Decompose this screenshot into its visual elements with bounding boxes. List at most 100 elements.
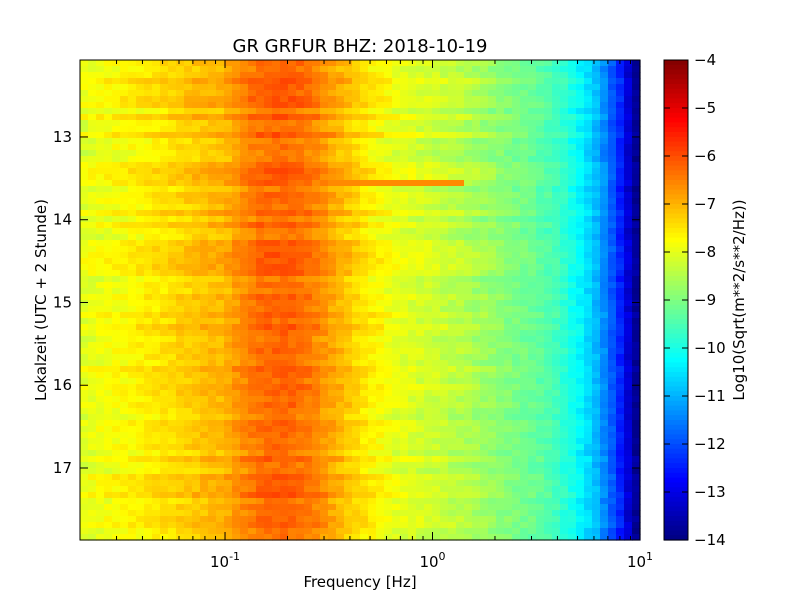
heatmap-cell xyxy=(296,300,305,307)
heatmap-cell xyxy=(528,282,537,289)
heatmap-cell xyxy=(96,354,105,361)
heatmap-cell xyxy=(248,144,257,151)
heatmap-cell xyxy=(232,132,241,139)
heatmap-cell xyxy=(360,156,369,163)
heatmap-cell xyxy=(176,348,185,355)
heatmap-cell xyxy=(184,450,193,457)
heatmap-cell xyxy=(232,204,241,211)
heatmap-cell xyxy=(488,456,497,463)
heatmap-cell xyxy=(96,72,105,79)
heatmap-cell xyxy=(304,192,313,199)
heatmap-cell xyxy=(224,102,233,109)
heatmap-cell xyxy=(136,366,145,373)
heatmap-cell xyxy=(232,408,241,415)
heatmap-cell xyxy=(560,366,569,373)
heatmap-cell xyxy=(160,300,169,307)
heatmap-cell xyxy=(408,408,417,415)
heatmap-cell xyxy=(160,336,169,343)
heatmap-cell xyxy=(344,444,353,451)
heatmap-cell xyxy=(328,330,337,337)
heatmap-cell xyxy=(224,420,233,427)
heatmap-cell xyxy=(568,444,577,451)
heatmap-cell xyxy=(208,126,217,133)
heatmap-cell xyxy=(632,336,641,343)
heatmap-cell xyxy=(296,270,305,277)
heatmap-cell xyxy=(192,294,201,301)
heatmap-cell xyxy=(440,174,449,181)
heatmap-cell xyxy=(432,480,441,487)
heatmap-cell xyxy=(200,96,209,103)
heatmap-cell xyxy=(408,324,417,331)
heatmap-cell xyxy=(576,186,585,193)
heatmap-cell xyxy=(352,126,361,133)
heatmap-cell xyxy=(360,252,369,259)
heatmap-cell xyxy=(432,156,441,163)
heatmap-cell xyxy=(240,126,249,133)
heatmap-cell xyxy=(632,354,641,361)
heatmap-cell xyxy=(128,66,137,73)
heatmap-cell xyxy=(376,174,385,181)
heatmap-cell xyxy=(368,270,377,277)
heatmap-cell xyxy=(120,468,129,475)
heatmap-cell xyxy=(152,426,161,433)
heatmap-cell xyxy=(88,444,97,451)
heatmap-cell xyxy=(312,198,321,205)
heatmap-cell xyxy=(296,180,305,187)
heatmap-cell xyxy=(224,252,233,259)
heatmap-cell xyxy=(128,102,137,109)
heatmap-cell xyxy=(440,258,449,265)
heatmap-cell xyxy=(576,78,585,85)
heatmap-cell xyxy=(152,474,161,481)
heatmap-cell xyxy=(136,156,145,163)
heatmap-cell xyxy=(128,396,137,403)
heatmap-cell xyxy=(584,204,593,211)
heatmap-cell xyxy=(104,78,113,85)
heatmap-cell xyxy=(456,318,465,325)
heatmap-cell xyxy=(384,396,393,403)
heatmap-cell xyxy=(184,402,193,409)
heatmap-cell xyxy=(424,132,433,139)
heatmap-cell xyxy=(96,228,105,235)
heatmap-cell xyxy=(192,444,201,451)
heatmap-cell xyxy=(616,246,625,253)
heatmap-cell xyxy=(424,384,433,391)
heatmap-cell xyxy=(456,258,465,265)
heatmap-cell xyxy=(328,384,337,391)
heatmap-cell xyxy=(608,288,617,295)
heatmap-cell xyxy=(192,306,201,313)
heatmap-cell xyxy=(248,114,257,121)
heatmap-cell xyxy=(272,210,281,217)
heatmap-cell xyxy=(480,198,489,205)
heatmap-cell xyxy=(472,234,481,241)
heatmap-cell xyxy=(320,402,329,409)
heatmap-cell xyxy=(280,114,289,121)
heatmap-cell xyxy=(536,330,545,337)
heatmap-cell xyxy=(192,114,201,121)
heatmap-cell xyxy=(496,474,505,481)
heatmap-cell xyxy=(408,120,417,127)
heatmap-cell xyxy=(216,192,225,199)
heatmap-cell xyxy=(536,132,545,139)
heatmap-cell xyxy=(128,120,137,127)
heatmap-cell xyxy=(472,222,481,229)
heatmap-cell xyxy=(152,246,161,253)
heatmap-cell xyxy=(176,270,185,277)
heatmap-cell xyxy=(240,312,249,319)
heatmap-cell xyxy=(608,318,617,325)
heatmap-cell xyxy=(440,132,449,139)
heatmap-cell xyxy=(296,84,305,91)
heatmap-cell xyxy=(128,228,137,235)
heatmap-cell xyxy=(464,360,473,367)
heatmap-cell xyxy=(192,390,201,397)
heatmap-cell xyxy=(280,420,289,427)
heatmap-cell xyxy=(400,408,409,415)
heatmap-cell xyxy=(392,480,401,487)
heatmap-cell xyxy=(464,456,473,463)
heatmap-cell xyxy=(560,318,569,325)
heatmap-cell xyxy=(120,312,129,319)
heatmap-cell xyxy=(520,402,529,409)
heatmap-cell xyxy=(128,198,137,205)
heatmap-cell xyxy=(200,432,209,439)
heatmap-cell xyxy=(368,366,377,373)
heatmap-cell xyxy=(552,282,561,289)
